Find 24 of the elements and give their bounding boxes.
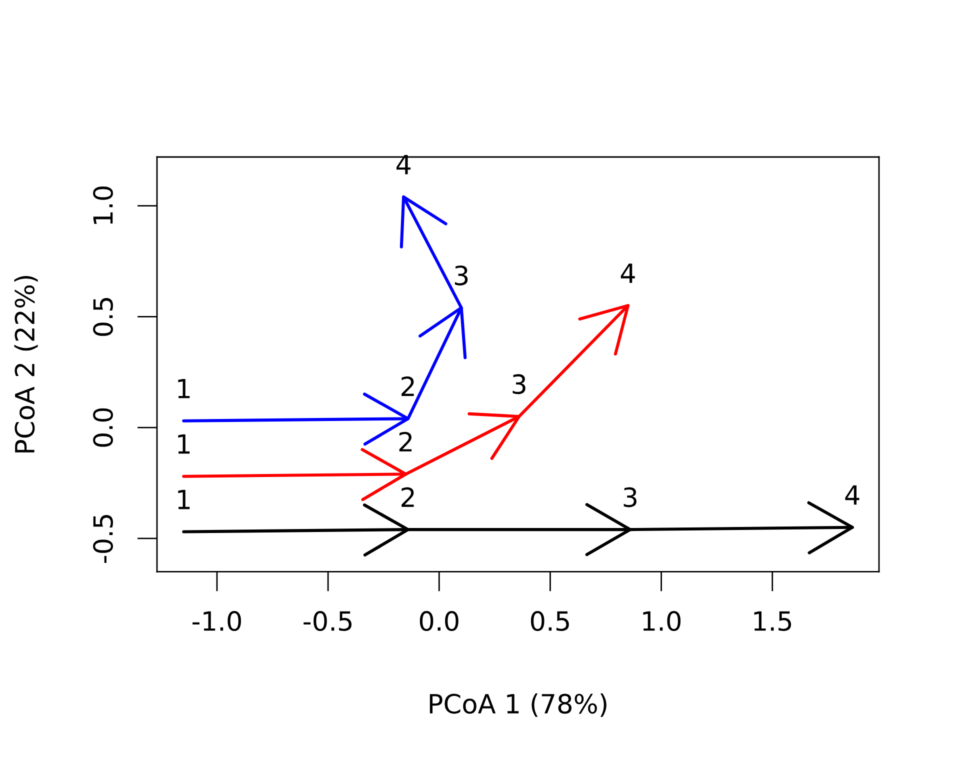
x-tick-label: 1.0: [643, 611, 681, 632]
annotation: 1: [178, 434, 190, 454]
annotation: 3: [624, 487, 636, 508]
x-tick-label: 1.5: [754, 611, 792, 632]
annotation: 2: [402, 487, 414, 507]
y-tick-label: 1.0: [93, 186, 113, 224]
annotation: 3: [512, 374, 526, 394]
y-tick-label: 0.0: [93, 408, 113, 447]
annotation: 1: [178, 490, 190, 510]
annotation: 1: [178, 378, 190, 398]
y-tick-label: -0.5: [93, 514, 113, 563]
y-tick-label: 0.5: [93, 298, 113, 336]
annotation: 3: [454, 265, 468, 286]
annotation: 4: [845, 485, 860, 505]
x-tick-label: -1.0: [192, 611, 241, 632]
x-tick-label: -0.5: [304, 611, 352, 632]
x-tick-label: 0.5: [530, 611, 569, 632]
annotation: 4: [396, 154, 411, 174]
annotation: 2: [402, 376, 414, 396]
annotation: 4: [620, 264, 635, 283]
annotation: 2: [399, 432, 412, 452]
x-axis-title: PCoA 1 (78%): [430, 693, 606, 717]
x-tick-label: 0.0: [420, 611, 458, 632]
y-axis-title: PCoA 2 (22%): [14, 276, 38, 452]
